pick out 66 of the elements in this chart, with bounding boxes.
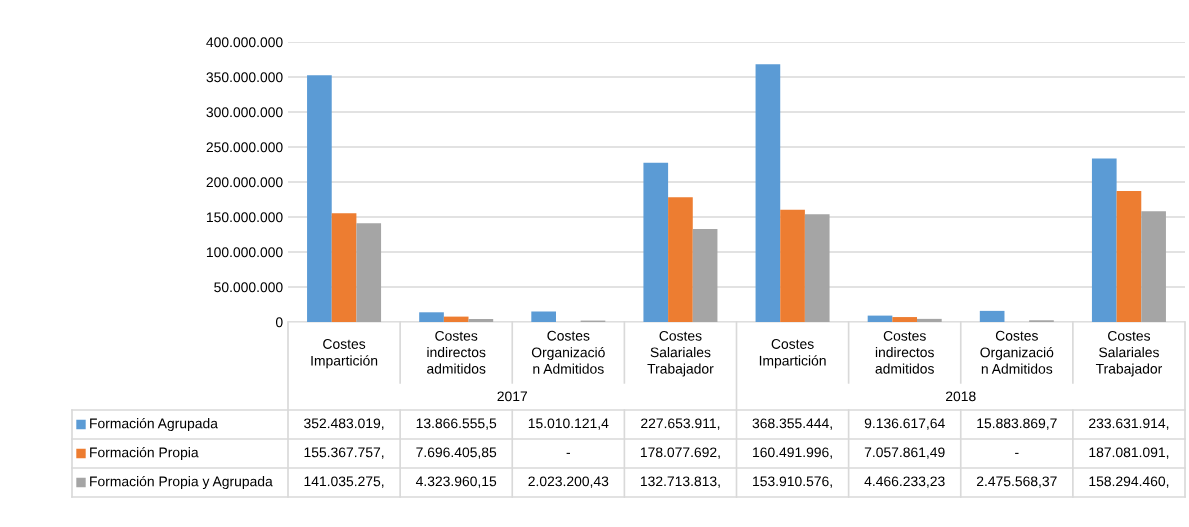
x-tick-label: Costes Salariales Trabajador bbox=[647, 330, 714, 377]
bar bbox=[979, 310, 1005, 322]
y-tick-label: 200.000.000 bbox=[206, 177, 283, 188]
data-label: 7.057.861,49 bbox=[864, 447, 945, 459]
bar bbox=[917, 318, 942, 322]
y-tick-label: 100.000.000 bbox=[206, 247, 283, 258]
data-label: 15.010.121,4 bbox=[528, 418, 609, 430]
data-label: 187.081.091, bbox=[1089, 447, 1169, 459]
legend-label: Formación Propia bbox=[90, 446, 199, 461]
bar bbox=[307, 75, 332, 322]
bar bbox=[419, 312, 444, 322]
bar bbox=[443, 316, 469, 322]
data-label: 2.475.568,37 bbox=[976, 476, 1057, 488]
bar bbox=[867, 315, 893, 322]
data-label: 4.466.233,23 bbox=[864, 476, 945, 488]
bar bbox=[892, 317, 918, 322]
data-label: 352.483.019, bbox=[304, 418, 384, 430]
y-tick-label: 50.000.000 bbox=[214, 282, 283, 293]
y-tick-label: 0 bbox=[275, 317, 283, 328]
bar bbox=[668, 197, 693, 322]
bar bbox=[331, 213, 357, 322]
data-label: 7.696.405,85 bbox=[416, 447, 497, 459]
data-label: 141.035.275, bbox=[304, 476, 384, 488]
data-label: 227.653.911, bbox=[641, 418, 720, 430]
data-label: 9.136.617,64 bbox=[864, 418, 945, 430]
y-tick-label: 400.000.000 bbox=[206, 37, 283, 48]
data-label: 368.355.444, bbox=[752, 418, 832, 430]
x-tick-label: Costes Impartición bbox=[311, 339, 378, 369]
bar bbox=[755, 64, 781, 322]
x-tick-label: Costes Salariales Trabajador bbox=[1095, 330, 1163, 377]
data-label: 132.713.813, bbox=[640, 476, 720, 488]
data-label: 4.323.960,15 bbox=[415, 476, 497, 488]
y-tick-label: 300.000.000 bbox=[206, 107, 283, 118]
x-tick-label: Costes indirectos admitidos bbox=[427, 330, 486, 374]
x-tick-label: Costes Organizació n Admitidos bbox=[980, 330, 1054, 374]
bar bbox=[1091, 158, 1117, 322]
data-label: 160.491.996, bbox=[753, 447, 832, 459]
legend-label: Formación Propia y Agrupada bbox=[90, 475, 273, 490]
y-tick-label: 250.000.000 bbox=[206, 142, 283, 153]
data-label: 13.866.555,5 bbox=[416, 418, 497, 430]
legend-label: Formación Agrupada bbox=[90, 417, 218, 432]
x-tick-label: Costes Organizació n Admitidos bbox=[531, 330, 605, 374]
x-tick-label: Costes indirectos admitidos bbox=[875, 330, 934, 374]
bar bbox=[643, 162, 669, 322]
data-label: 178.077.692, bbox=[640, 447, 720, 459]
data-label: 15.883.869,7 bbox=[977, 418, 1057, 430]
bar bbox=[356, 223, 382, 322]
data-label: 2.023.200,43 bbox=[528, 476, 609, 488]
bar bbox=[468, 318, 494, 322]
text: 2018 bbox=[946, 391, 976, 402]
x-tick-label: Costes Impartición bbox=[759, 339, 826, 369]
data-label: 155.367.757, bbox=[304, 447, 384, 459]
bar bbox=[692, 229, 718, 322]
bar bbox=[531, 311, 556, 322]
bar bbox=[1116, 191, 1142, 322]
data-label: 158.294.460, bbox=[1089, 476, 1169, 488]
text: - bbox=[1015, 452, 1019, 454]
text: - bbox=[566, 452, 571, 454]
text: 2017 bbox=[497, 391, 527, 402]
bar bbox=[804, 214, 830, 322]
y-tick-label: 350.000.000 bbox=[206, 72, 283, 83]
y-tick-label: 150.000.000 bbox=[206, 212, 283, 223]
bar bbox=[780, 209, 805, 322]
bar bbox=[1141, 211, 1166, 322]
data-label: 233.631.914, bbox=[1089, 418, 1169, 430]
data-label: 153.910.576, bbox=[753, 476, 832, 488]
